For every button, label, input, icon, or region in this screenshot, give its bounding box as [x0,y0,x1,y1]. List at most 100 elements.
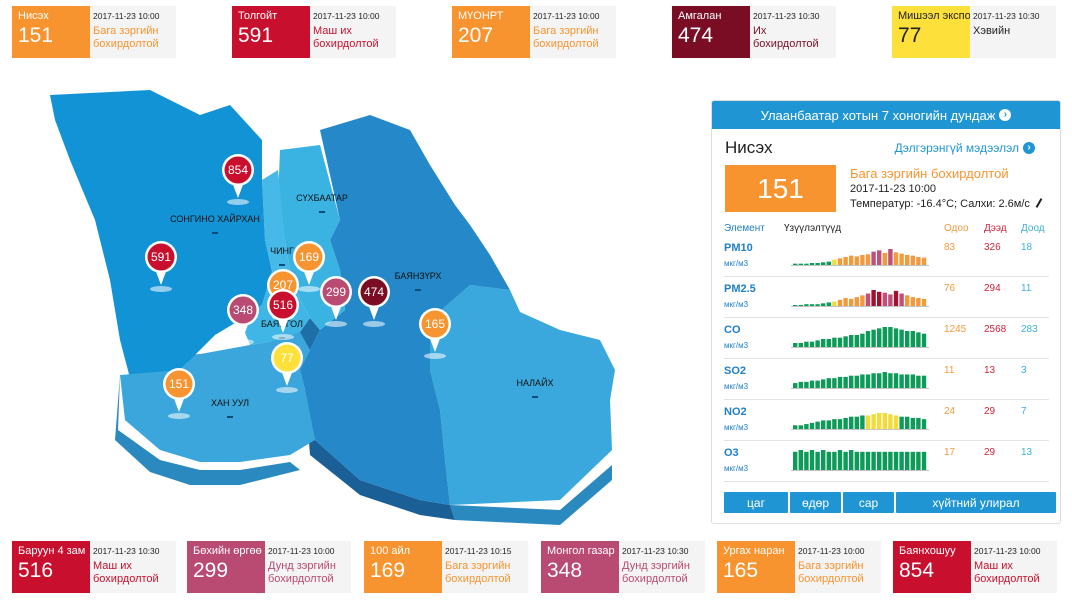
trend-bar [837,419,843,429]
station-color-box: МҮОНРТ 207 [452,6,530,58]
station-level: Маш их бохирдолтой [313,25,379,50]
station-pin[interactable]: 165 [419,308,451,359]
trend-bar [832,378,837,388]
trend-bar [804,263,809,265]
station-pin[interactable]: 299 [320,276,352,327]
station-time: 2017-11-23 10:30 [973,11,1040,21]
trend-chart[interactable] [791,366,931,390]
station-card[interactable]: МҮОНРТ 207 2017-11-23 10:00 Бага зэргийн бо… [452,6,616,58]
trend-bar [865,374,871,388]
station-card[interactable]: Толгойт 591 2017-11-23 10:00 Маш их бохирдо… [232,6,396,58]
trend-bar [877,291,882,306]
pin-value: 299 [326,285,346,299]
district-songinokhairkhan[interactable] [50,90,272,378]
station-card[interactable]: Амгалан 474 2017-11-23 10:30 Их бохирдолтой [672,6,836,58]
trend-bar [843,257,848,265]
trend-bar [893,252,899,265]
station-pin[interactable]: 516 [267,289,299,340]
station-card[interactable]: Ургах наран 165 2017-11-23 10:00 Бага зэрги… [717,541,881,593]
station-info: 2017-11-23 10:30 Хэвийн [970,6,1056,58]
pin-shadow [227,199,249,205]
trend-bar [888,294,893,306]
station-card[interactable]: 100 айл 169 2017-11-23 10:15 Бага зэргийн б… [364,541,528,593]
trend-bar [854,416,859,429]
pin-shadow [150,286,172,292]
district-nalaikh[interactable] [430,285,615,505]
district-khanuul[interactable] [120,332,315,462]
station-pin[interactable]: 169 [293,241,325,292]
trend-bar [865,451,871,470]
pollutant-max: 294 [984,283,1001,294]
pollutant-max: 2568 [984,324,1007,335]
pollutant-unit: мкг/м3 [724,300,749,309]
station-info: 2017-11-23 10:30 Дунд зэргийн бохирдолтой [619,541,705,593]
btn-hour[interactable]: цаг [724,492,788,513]
weekly-average-link[interactable]: Улаанбаатар хотын 7 хоногийн дундаж › [712,101,1060,129]
trend-bar [798,381,803,388]
trend-bar [815,263,820,265]
trend-bar [821,450,826,470]
pin-circle [229,296,257,324]
station-aqi: 165 [723,559,759,582]
station-pin[interactable]: 348 [227,294,259,345]
station-color-box: Толгойт 591 [232,6,310,58]
station-color-box: Бөхийн өргөө 299 [187,541,265,593]
trend-chart[interactable] [791,243,931,267]
station-aqi: 77 [898,24,922,47]
pollutant-name: SO2 [724,365,747,377]
pin-value: 169 [299,250,319,264]
trend-bar [921,333,927,347]
trend-bar [843,298,848,306]
station-card[interactable]: Монгол газар 348 2017-11-23 10:30 Дунд зэрг… [541,541,705,593]
trend-chart[interactable] [791,284,931,308]
station-pin[interactable]: 151 [163,368,195,419]
pollutant-min: 18 [1021,242,1033,253]
trend-bar [826,378,831,388]
aqi-value-box: 151 [725,165,836,212]
station-card[interactable]: Баруун 4 зам 516 2017-11-23 10:30 Маш их бо… [12,541,176,593]
station-pin[interactable]: 77 [271,342,303,393]
station-pin[interactable]: 474 [358,276,390,327]
station-level: Маш их бохирдолтой [93,560,159,585]
district-map[interactable]: СОНГИНО ХАЙРХАНСҮХБААТАРЧИНГБАЯНЗҮРХБАЯН… [40,85,640,535]
station-card[interactable]: Баянхошуу 854 2017-11-23 10:00 Маш их бохир… [893,541,1057,593]
station-card[interactable]: Нисэх 151 2017-11-23 10:00 Бага зэргийн бох… [12,6,176,58]
trend-bar [821,420,826,429]
trend-bar [821,303,826,306]
district-marker [532,396,538,398]
trend-chart[interactable] [791,325,931,349]
trend-bar [905,295,910,306]
trend-bar [916,332,921,347]
detail-link[interactable]: Дэлгэрэнгүй мэдээлэл › [895,141,1035,155]
trend-bar [832,259,837,265]
pin-shadow [325,321,347,327]
btn-cold-season[interactable]: хүйтний улирал [896,492,1056,513]
trend-bar [793,263,798,265]
trend-bar [893,373,899,388]
trend-bar [921,375,927,388]
station-card[interactable]: Бөхийн өргөө 299 2017-11-23 10:00 Дунд зэрг… [187,541,351,593]
station-pin[interactable]: 854 [222,154,254,205]
trend-bar [793,425,798,429]
trend-bar [871,290,876,306]
trend-bar [809,304,815,306]
pollutant-current: 83 [944,242,956,253]
pollutant-min: 13 [1021,447,1033,458]
station-detail-panel: Улаанбаатар хотын 7 хоногийн дундаж › Ни… [711,100,1061,524]
btn-month[interactable]: сар [843,492,894,513]
trend-bar [882,253,887,265]
station-aqi: 591 [238,24,274,47]
trend-bar [882,451,887,470]
district-bayanzurkh[interactable] [300,115,510,505]
trend-chart[interactable] [791,448,931,472]
trend-chart[interactable] [791,407,931,431]
trend-bar [888,451,893,470]
btn-day[interactable]: өдөр [790,492,841,513]
station-pin[interactable]: 591 [145,241,177,292]
district-chingeltei[interactable] [262,170,290,272]
station-card[interactable]: Мишээл экспо 77 2017-11-23 10:30 Хэвийн [892,6,1056,58]
pin-tail [155,269,167,285]
trend-bar [793,305,798,306]
trend-bar [826,302,831,306]
trend-bar [815,421,820,429]
